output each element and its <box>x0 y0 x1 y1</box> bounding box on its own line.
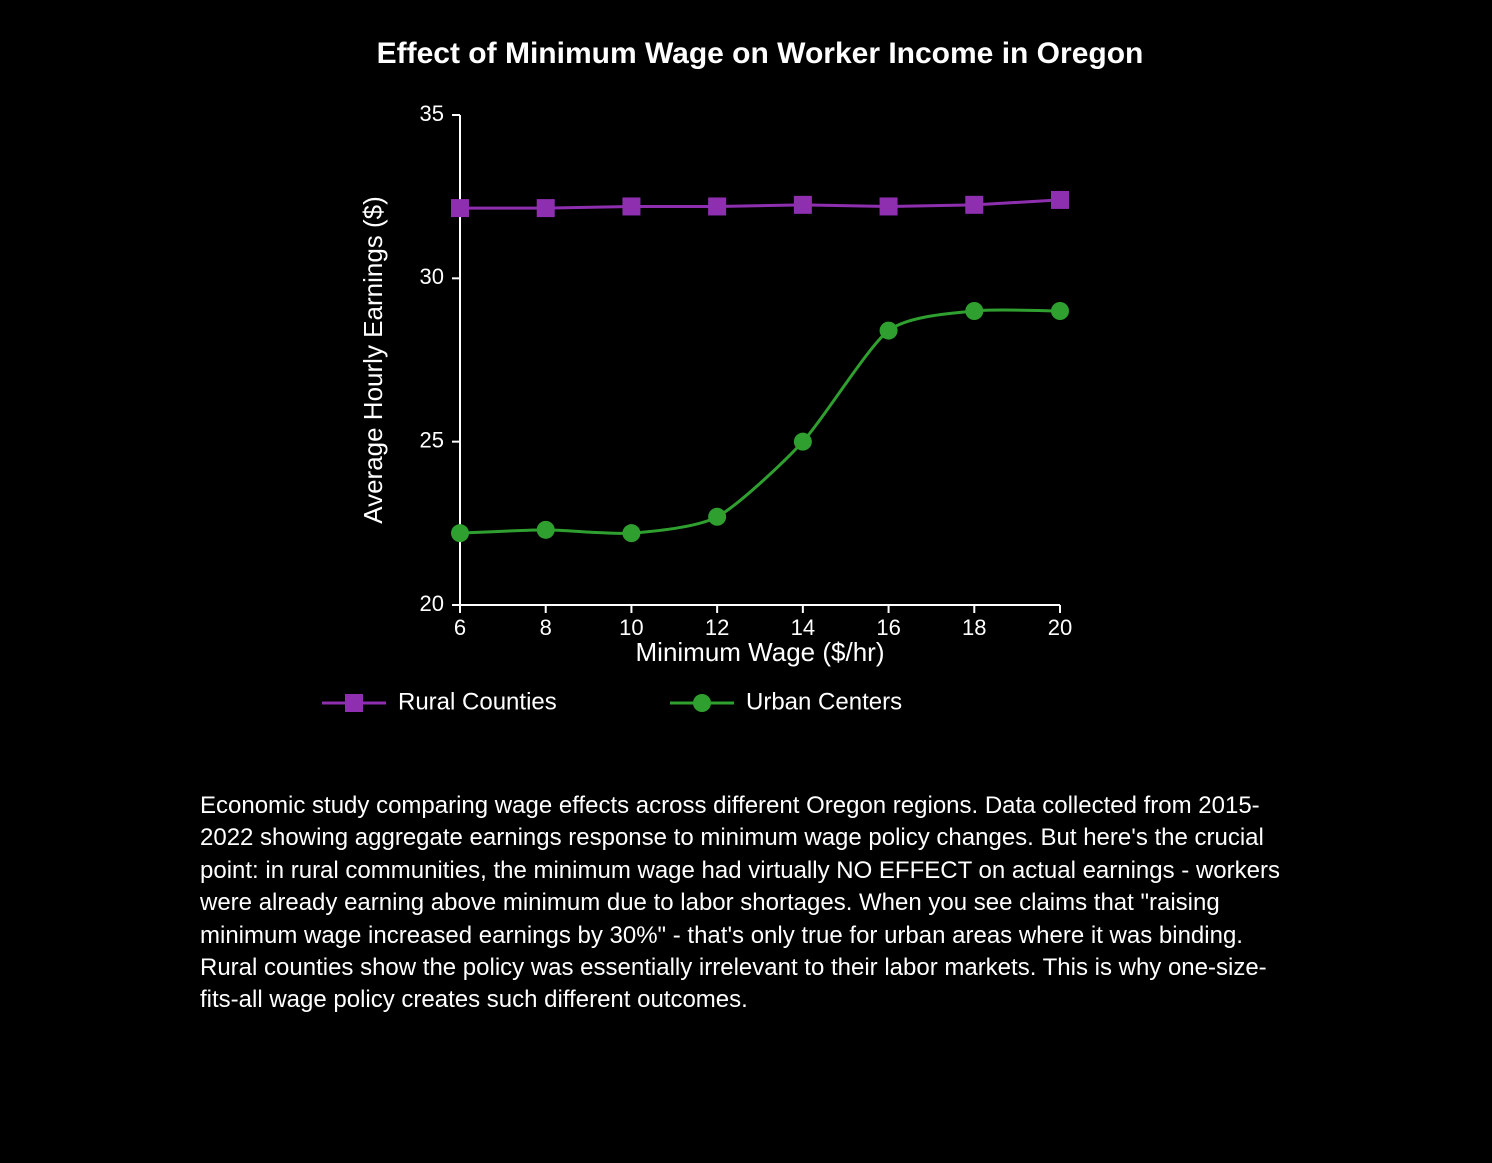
svg-text:20: 20 <box>420 591 444 616</box>
series-marker <box>965 302 983 320</box>
series-marker <box>794 433 812 451</box>
legend-marker <box>345 694 363 712</box>
svg-text:18: 18 <box>962 615 986 640</box>
series-marker <box>537 521 555 539</box>
series-marker <box>708 197 726 215</box>
figure-stage: Effect of Minimum Wage on Worker Income … <box>0 0 1492 1163</box>
chart-title: Effect of Minimum Wage on Worker Income … <box>377 37 1144 70</box>
y-axis-label: Average Hourly Earnings ($) <box>358 196 388 524</box>
series-marker <box>880 197 898 215</box>
series-marker <box>622 524 640 542</box>
svg-text:25: 25 <box>420 427 444 452</box>
svg-text:20: 20 <box>1048 615 1072 640</box>
series-line <box>460 310 1060 533</box>
series-marker <box>622 197 640 215</box>
legend-label: Urban Centers <box>746 688 902 715</box>
series-marker <box>537 199 555 217</box>
series-marker <box>1051 302 1069 320</box>
legend-label: Rural Counties <box>398 688 557 715</box>
x-axis-label: Minimum Wage ($/hr) <box>636 637 885 667</box>
series-marker <box>794 196 812 214</box>
series-marker <box>451 524 469 542</box>
legend-marker <box>693 694 711 712</box>
svg-text:6: 6 <box>454 615 466 640</box>
series-marker <box>1051 191 1069 209</box>
series-marker <box>451 199 469 217</box>
svg-text:30: 30 <box>420 264 444 289</box>
svg-text:35: 35 <box>420 101 444 126</box>
series-marker <box>965 196 983 214</box>
series-marker <box>708 508 726 526</box>
caption-text: Economic study comparing wage effects ac… <box>200 790 1300 1017</box>
series-marker <box>880 322 898 340</box>
svg-text:8: 8 <box>540 615 552 640</box>
